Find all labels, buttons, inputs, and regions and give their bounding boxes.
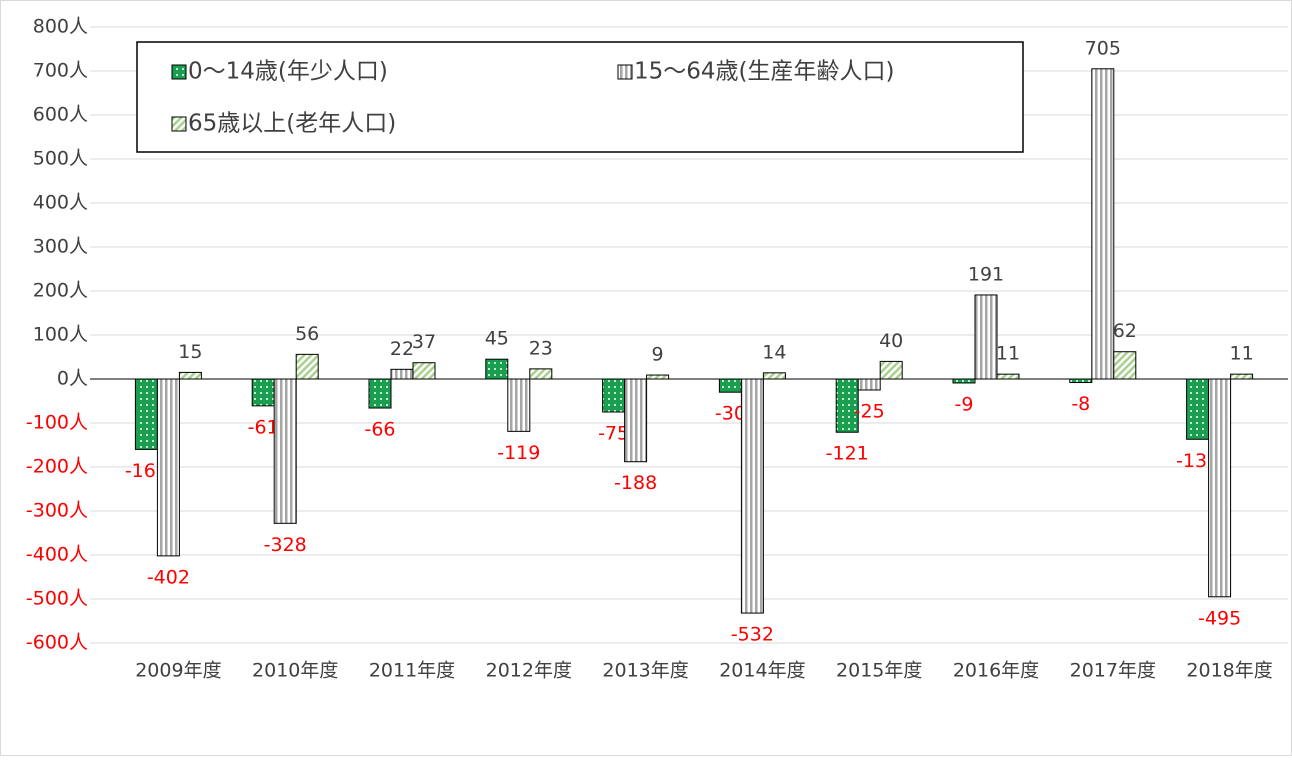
bar xyxy=(295,353,319,380)
data-label: 62 xyxy=(1113,320,1137,342)
bar xyxy=(996,373,1020,380)
bar xyxy=(1186,378,1210,440)
data-label: 56 xyxy=(295,323,319,345)
x-tick-label: 2012年度 xyxy=(486,660,572,682)
data-label: -25 xyxy=(854,401,885,423)
data-label: -66 xyxy=(364,419,395,441)
data-label: -495 xyxy=(1198,607,1241,629)
y-tick-label: -300人 xyxy=(26,500,88,522)
x-tick-label: 2011年度 xyxy=(369,660,455,682)
y-tick-label: 300人 xyxy=(33,236,88,258)
x-tick-label: 2016年度 xyxy=(953,660,1039,682)
data-label: -188 xyxy=(614,472,657,494)
x-tick-label: 2018年度 xyxy=(1186,660,1272,682)
bar xyxy=(368,378,392,409)
y-tick-label: 200人 xyxy=(33,280,88,302)
data-label: -532 xyxy=(731,624,774,646)
data-label: 45 xyxy=(485,328,509,350)
legend-swatch xyxy=(171,64,187,80)
bar xyxy=(412,362,436,380)
legend-swatch xyxy=(171,116,187,132)
bar xyxy=(1069,378,1093,384)
x-tick-label: 2017年度 xyxy=(1070,660,1156,682)
bar xyxy=(134,378,158,450)
legend-box xyxy=(136,41,1024,153)
bar xyxy=(879,360,903,380)
x-tick-label: 2010年度 xyxy=(252,660,338,682)
bar xyxy=(507,378,531,432)
data-label: -119 xyxy=(497,442,540,464)
data-label: -30 xyxy=(715,403,746,425)
legend-label: 65歳以上(老年人口) xyxy=(188,111,396,137)
x-tick-label: 2015年度 xyxy=(836,660,922,682)
data-label: -8 xyxy=(1071,393,1090,415)
data-label: 22 xyxy=(390,338,414,360)
y-tick-label: 100人 xyxy=(33,324,88,346)
bar xyxy=(178,371,202,380)
bar xyxy=(485,358,509,380)
data-label: 14 xyxy=(762,341,786,363)
bar xyxy=(974,294,998,380)
bar xyxy=(624,378,648,463)
bar xyxy=(740,378,764,614)
bar xyxy=(1208,378,1232,598)
bar xyxy=(529,368,553,380)
bar xyxy=(952,378,976,384)
bar xyxy=(1230,373,1254,380)
bar xyxy=(390,368,414,380)
bar xyxy=(1091,68,1115,380)
y-tick-label: 800人 xyxy=(33,16,88,38)
x-tick-label: 2013年度 xyxy=(602,660,688,682)
data-label: 40 xyxy=(879,330,903,352)
data-label: -75 xyxy=(598,423,629,445)
bar xyxy=(857,378,881,391)
x-tick-label: 2014年度 xyxy=(719,660,805,682)
y-tick-label: 500人 xyxy=(33,148,88,170)
bar xyxy=(602,378,626,413)
bar xyxy=(1113,351,1137,380)
y-tick-label: -600人 xyxy=(26,632,88,654)
data-label: 23 xyxy=(529,337,553,359)
x-tick-label: 2009年度 xyxy=(135,660,221,682)
bar xyxy=(156,378,180,557)
data-label: 37 xyxy=(412,331,436,353)
y-tick-label: 0人 xyxy=(57,368,88,390)
data-label: -121 xyxy=(826,443,869,465)
legend-swatch xyxy=(617,64,633,80)
legend-label: 15～64歳(生産年齢人口) xyxy=(634,59,894,85)
y-tick-label: -200人 xyxy=(26,456,88,478)
legend-label: 0～14歳(年少人口) xyxy=(188,59,388,85)
bar xyxy=(251,378,275,407)
y-tick-label: 400人 xyxy=(33,192,88,214)
y-tick-label: 700人 xyxy=(33,60,88,82)
data-label: 15 xyxy=(178,341,202,363)
data-label: -328 xyxy=(264,534,307,556)
data-label: 191 xyxy=(968,263,1004,285)
data-label: 705 xyxy=(1085,37,1121,59)
bar xyxy=(718,378,742,393)
data-label: 11 xyxy=(1230,343,1254,365)
y-tick-label: -100人 xyxy=(26,412,88,434)
bar xyxy=(762,372,786,380)
data-label: -9 xyxy=(955,393,974,415)
y-tick-label: 600人 xyxy=(33,104,88,126)
data-label: -402 xyxy=(147,566,190,588)
data-label: -61 xyxy=(248,416,279,438)
y-tick-label: -500人 xyxy=(26,588,88,610)
data-label: 9 xyxy=(652,344,664,366)
bar xyxy=(273,378,297,524)
y-tick-label: -400人 xyxy=(26,544,88,566)
data-label: 11 xyxy=(996,343,1020,365)
bar xyxy=(646,374,670,380)
